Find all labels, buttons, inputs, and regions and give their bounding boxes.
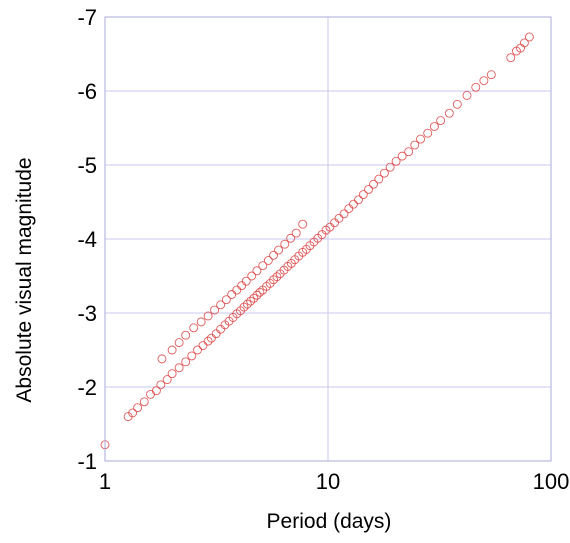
- plot-border: [104, 16, 552, 462]
- data-point: [374, 174, 384, 184]
- data-point: [210, 305, 220, 315]
- data-point: [174, 363, 184, 373]
- y-tick-label: -1: [77, 449, 97, 474]
- data-point: [156, 380, 166, 390]
- y-tick-label: -5: [77, 153, 97, 178]
- data-points: [100, 32, 534, 450]
- data-point: [252, 290, 262, 300]
- data-point: [167, 369, 177, 379]
- data-point: [344, 204, 354, 214]
- data-point: [133, 403, 143, 413]
- data-point: [280, 239, 290, 249]
- data-point: [269, 275, 279, 285]
- data-point: [330, 218, 339, 228]
- data-point: [189, 323, 199, 333]
- data-point: [174, 338, 184, 348]
- data-point: [258, 261, 268, 271]
- data-point: [232, 285, 242, 295]
- data-point: [436, 116, 446, 126]
- data-point: [157, 354, 167, 364]
- y-tick-label: -4: [77, 227, 97, 252]
- data-point: [255, 287, 265, 297]
- x-tick-label: 100: [533, 469, 570, 494]
- data-point: [410, 140, 420, 150]
- data-point: [397, 151, 407, 161]
- data-point: [239, 302, 249, 312]
- data-point: [385, 162, 395, 172]
- data-point: [348, 199, 358, 209]
- data-point: [325, 222, 335, 232]
- data-point: [524, 32, 534, 42]
- data-point: [211, 329, 221, 339]
- x-tick-label: 1: [99, 469, 111, 494]
- data-point: [286, 233, 296, 243]
- data-point: [334, 213, 344, 223]
- data-point: [198, 341, 208, 351]
- data-point: [242, 299, 252, 309]
- data-point: [391, 156, 401, 166]
- data-point: [444, 108, 454, 118]
- tick-labels: -1 -2 -3 -4 -5 -6 -7 1 10 100: [77, 5, 569, 494]
- data-point: [206, 333, 216, 343]
- data-point: [358, 190, 368, 200]
- data-point: [272, 272, 282, 282]
- data-point: [216, 300, 226, 310]
- data-point: [139, 397, 149, 407]
- data-point: [227, 290, 237, 299]
- y-axis-title: Absolute visual magnitude: [13, 157, 36, 402]
- data-point: [379, 168, 389, 178]
- data-point: [364, 184, 373, 194]
- plot-frame: [104, 16, 552, 462]
- data-point: [187, 351, 197, 361]
- data-point: [471, 82, 481, 92]
- data-point: [429, 122, 439, 131]
- data-point: [128, 408, 138, 418]
- data-point: [519, 38, 529, 48]
- data-point: [196, 317, 206, 327]
- y-tick-label: -3: [77, 301, 97, 326]
- data-point: [269, 250, 279, 260]
- data-point: [298, 219, 308, 229]
- y-tick-label: -7: [77, 5, 97, 30]
- data-point: [252, 266, 262, 276]
- data-point: [241, 276, 251, 286]
- data-point: [369, 179, 378, 189]
- data-point: [506, 53, 516, 63]
- data-point: [162, 375, 172, 385]
- data-point: [203, 311, 213, 321]
- data-point: [462, 90, 472, 100]
- data-point: [486, 70, 496, 80]
- data-point: [479, 76, 489, 86]
- data-point: [181, 357, 191, 367]
- data-point: [181, 330, 191, 340]
- data-point: [263, 256, 273, 265]
- data-point: [404, 147, 414, 157]
- data-point: [339, 209, 349, 219]
- y-tick-label: -2: [77, 375, 97, 400]
- data-point: [452, 99, 462, 109]
- data-point: [203, 336, 213, 346]
- data-point: [151, 386, 161, 396]
- data-point: [274, 245, 283, 255]
- data-point: [247, 271, 257, 281]
- data-point: [423, 128, 433, 138]
- data-point: [167, 345, 177, 355]
- data-point: [354, 195, 363, 205]
- data-point: [216, 324, 226, 334]
- data-point: [146, 389, 155, 399]
- grid: [105, 17, 551, 461]
- data-point: [291, 228, 301, 238]
- x-tick-label: 10: [316, 469, 340, 494]
- y-tick-label: -6: [77, 79, 97, 104]
- data-point: [246, 296, 256, 306]
- data-point: [221, 295, 231, 305]
- data-point: [193, 345, 202, 355]
- data-point: [416, 134, 425, 144]
- data-point: [249, 293, 259, 303]
- data-point: [237, 281, 247, 291]
- x-axis-title: Period (days): [267, 510, 392, 533]
